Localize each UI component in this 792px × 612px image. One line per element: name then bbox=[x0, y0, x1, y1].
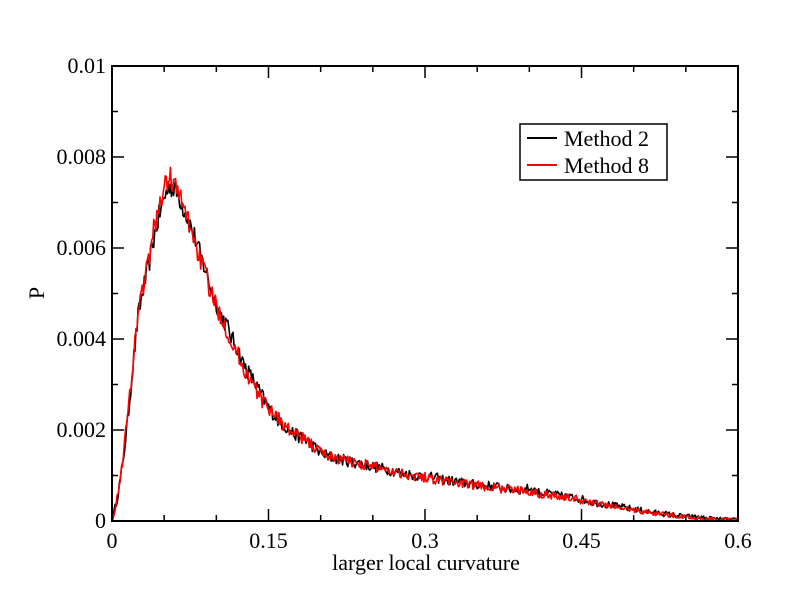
legend: Method 2 Method 8 bbox=[519, 123, 668, 181]
x-tick-label: 0.6 bbox=[724, 528, 752, 553]
y-axis-label: P bbox=[24, 287, 49, 299]
legend-box bbox=[519, 123, 668, 181]
y-tick-label: 0.006 bbox=[57, 235, 107, 260]
x-tick-label: 0.3 bbox=[411, 528, 439, 553]
ticks-layer bbox=[111, 65, 739, 522]
x-tick-label: 0.15 bbox=[249, 528, 288, 553]
y-tick-label: 0.01 bbox=[68, 53, 107, 78]
x-tick-label: 0.45 bbox=[562, 528, 601, 553]
legend-label-method-8: Method 8 bbox=[564, 153, 649, 178]
series-layer bbox=[111, 166, 739, 522]
x-tick-label: 0 bbox=[107, 528, 118, 553]
tick-labels-layer: 0 0.15 0.3 0.45 0.6 0 0.002 0.004 0.006 0.008 0.01 bbox=[57, 53, 752, 553]
y-tick-label: 0 bbox=[95, 508, 106, 533]
series-line-method-8 bbox=[111, 166, 739, 522]
y-tick-label: 0.004 bbox=[57, 326, 107, 351]
y-tick-label: 0.008 bbox=[57, 144, 107, 169]
x-axis-label: larger local curvature bbox=[332, 550, 520, 575]
y-tick-label: 0.002 bbox=[57, 417, 107, 442]
legend-label-method-2: Method 2 bbox=[564, 126, 649, 151]
